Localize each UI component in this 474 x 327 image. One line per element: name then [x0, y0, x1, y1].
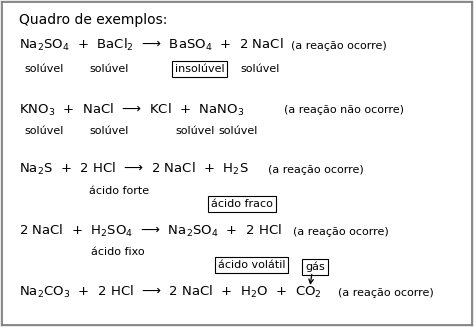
Text: solúvel: solúvel: [89, 64, 128, 74]
Text: solúvel: solúvel: [25, 126, 64, 136]
Text: 2 NaCl  +  $\mathregular{H_2SO_4}$  ⟶  $\mathregular{Na_2SO_4}$  +  2 HCl: 2 NaCl + $\mathregular{H_2SO_4}$ ⟶ $\mat…: [18, 222, 282, 239]
Text: (a reação ocorre): (a reação ocorre): [291, 41, 387, 51]
Text: $\mathregular{KNO_3}$  +  NaCl  ⟶  KCl  +  $\mathregular{NaNO_3}$: $\mathregular{KNO_3}$ + NaCl ⟶ KCl + $\m…: [18, 101, 244, 118]
Text: $\mathregular{Na_2SO_4}$  +  $\mathregular{BaCl_2}$  ⟶  $\mathregular{BaSO_4}$  : $\mathregular{Na_2SO_4}$ + $\mathregular…: [18, 37, 283, 53]
Text: $\mathregular{Na_2CO_3}$  +  2 HCl  ⟶  2 NaCl  +  $\mathregular{H_2O}$  +  $\mat: $\mathregular{Na_2CO_3}$ + 2 HCl ⟶ 2 NaC…: [18, 284, 321, 300]
Text: gás: gás: [305, 262, 325, 272]
Text: ácido volátil: ácido volátil: [218, 260, 286, 270]
Text: solúvel: solúvel: [241, 64, 280, 74]
Text: ácido fraco: ácido fraco: [211, 199, 273, 209]
Text: Quadro de exemplos:: Quadro de exemplos:: [18, 13, 167, 27]
Text: ácido forte: ácido forte: [89, 186, 149, 196]
Text: ácido fixo: ácido fixo: [91, 247, 145, 257]
Text: solúvel: solúvel: [218, 126, 257, 136]
Text: solúvel: solúvel: [25, 64, 64, 74]
Text: $\mathregular{Na_2S}$  +  2 HCl  ⟶  2 NaCl  +  $\mathregular{H_2S}$: $\mathregular{Na_2S}$ + 2 HCl ⟶ 2 NaCl +…: [18, 161, 248, 177]
Text: insolúvel: insolúvel: [175, 64, 225, 74]
Text: (a reação ocorre): (a reação ocorre): [338, 288, 434, 298]
Text: solúvel: solúvel: [89, 126, 128, 136]
Text: (a reação ocorre): (a reação ocorre): [267, 165, 363, 175]
Text: (a reação não ocorre): (a reação não ocorre): [284, 106, 404, 115]
Text: (a reação ocorre): (a reação ocorre): [293, 227, 389, 236]
Text: solúvel: solúvel: [175, 126, 214, 136]
